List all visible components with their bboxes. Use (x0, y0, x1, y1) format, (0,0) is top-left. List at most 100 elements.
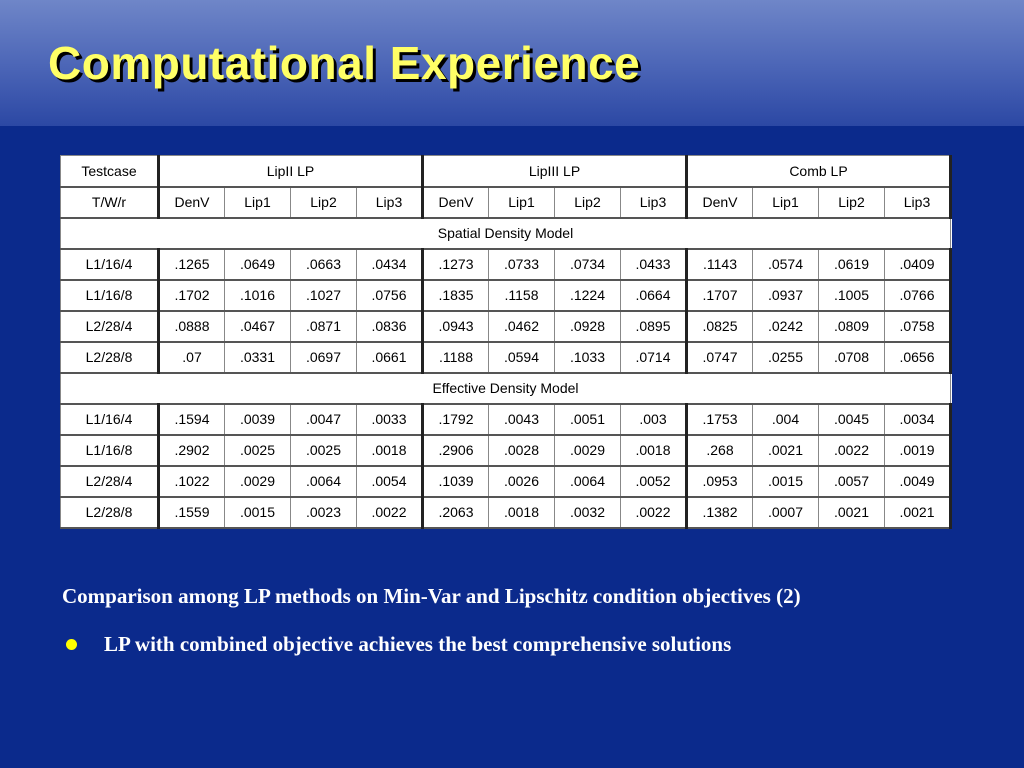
bullet-list: LP with combined objective achieves the … (62, 632, 731, 657)
value-cell: .0836 (356, 310, 424, 342)
column-header: Lip1 (752, 186, 819, 218)
value-cell: .0015 (224, 496, 291, 528)
column-header: Lip2 (818, 186, 885, 218)
value-cell: .1224 (554, 279, 621, 311)
column-header: Lip3 (356, 186, 424, 218)
value-cell: .0034 (884, 403, 952, 435)
value-cell: .0663 (290, 248, 357, 280)
column-header: DenV (158, 186, 225, 218)
value-cell: .0047 (290, 403, 357, 435)
value-cell: .0022 (356, 496, 424, 528)
row-label: L2/28/4 (60, 310, 160, 342)
group-header: LipIII LP (422, 155, 688, 187)
bullet: LP with combined objective achieves the … (62, 632, 731, 657)
value-cell: .07 (158, 341, 225, 373)
value-cell: .0019 (884, 434, 952, 466)
value-cell: .2063 (422, 496, 489, 528)
value-cell: .0766 (884, 279, 952, 311)
value-cell: .0434 (356, 248, 424, 280)
column-header: Lip3 (620, 186, 688, 218)
value-cell: .0649 (224, 248, 291, 280)
value-cell: .0708 (818, 341, 885, 373)
value-cell: .0021 (752, 434, 819, 466)
row-label: L1/16/8 (60, 434, 160, 466)
slide-title: Computational Experience (48, 37, 641, 89)
data-row: L2/28/4.1022.0029.0064.0054.1039.0026.00… (60, 465, 952, 497)
section-title: Effective Density Model (60, 372, 951, 404)
column-header: Lip1 (224, 186, 291, 218)
column-header: DenV (422, 186, 489, 218)
column-header: Lip2 (290, 186, 357, 218)
value-cell: .0871 (290, 310, 357, 342)
value-cell: .0462 (488, 310, 555, 342)
value-cell: .0043 (488, 403, 555, 435)
value-cell: .1559 (158, 496, 225, 528)
header-row: Testcase LipII LP LipIII LP Comb LP (60, 155, 952, 187)
data-row: L2/28/4.0888.0467.0871.0836.0943.0462.09… (60, 310, 952, 342)
value-cell: .0064 (554, 465, 621, 497)
value-cell: .0574 (752, 248, 819, 280)
value-cell: .0057 (818, 465, 885, 497)
value-cell: .0733 (488, 248, 555, 280)
value-cell: .1039 (422, 465, 489, 497)
value-cell: .1835 (422, 279, 489, 311)
column-header: Lip3 (884, 186, 952, 218)
bullet-text: LP with combined objective achieves the … (104, 632, 732, 656)
value-cell: .1027 (290, 279, 357, 311)
value-cell: .1265 (158, 248, 225, 280)
value-cell: .0018 (488, 496, 555, 528)
row-label: L1/16/8 (60, 279, 160, 311)
value-cell: .0656 (884, 341, 952, 373)
row-label: L2/28/4 (60, 465, 160, 497)
value-cell: .0758 (884, 310, 952, 342)
value-cell: .0756 (356, 279, 424, 311)
value-cell: .0015 (752, 465, 819, 497)
value-cell: .1707 (686, 279, 753, 311)
value-cell: .1143 (686, 248, 753, 280)
data-row: L2/28/8.07.0331.0697.0661.1188.0594.1033… (60, 341, 952, 373)
value-cell: .0022 (818, 434, 885, 466)
value-cell: .0028 (488, 434, 555, 466)
value-cell: .0619 (818, 248, 885, 280)
column-header: Lip2 (554, 186, 621, 218)
value-cell: .1753 (686, 403, 753, 435)
value-cell: .0664 (620, 279, 688, 311)
value-cell: .2902 (158, 434, 225, 466)
value-cell: .1382 (686, 496, 753, 528)
row-label: L2/28/8 (60, 341, 160, 373)
value-cell: .1792 (422, 403, 489, 435)
value-cell: .0007 (752, 496, 819, 528)
title-band (0, 0, 1024, 126)
value-cell: .0021 (884, 496, 952, 528)
value-cell: .0025 (224, 434, 291, 466)
section-row: Effective Density Model (60, 372, 951, 404)
value-cell: .1273 (422, 248, 489, 280)
value-cell: .0022 (620, 496, 688, 528)
results-table: Testcase LipII LP LipIII LP Comb LP T/W/r Den… (60, 155, 952, 529)
column-header: Lip1 (488, 186, 555, 218)
bullet-dot (66, 639, 77, 650)
value-cell: .004 (752, 403, 819, 435)
value-cell: .0825 (686, 310, 753, 342)
value-cell: .0049 (884, 465, 952, 497)
row-header: T/W/r (60, 186, 160, 218)
value-cell: .0409 (884, 248, 952, 280)
value-cell: .0953 (686, 465, 753, 497)
section-title: Spatial Density Model (60, 217, 951, 249)
value-cell: .0242 (752, 310, 819, 342)
value-cell: .0029 (224, 465, 291, 497)
value-cell: .0895 (620, 310, 688, 342)
column-row: T/W/r DenV Lip1 Lip2 Lip3 DenV Lip1 Lip2 Lip3 Den… (60, 186, 952, 218)
value-cell: .1005 (818, 279, 885, 311)
value-cell: .0433 (620, 248, 688, 280)
value-cell: .0888 (158, 310, 225, 342)
value-cell: .1188 (422, 341, 489, 373)
corner-cell: Testcase (60, 155, 160, 187)
value-cell: .1033 (554, 341, 621, 373)
value-cell: .0032 (554, 496, 621, 528)
value-cell: .1702 (158, 279, 225, 311)
value-cell: .0255 (752, 341, 819, 373)
group-header: Comb LP (686, 155, 952, 187)
row-label: L1/16/4 (60, 403, 160, 435)
row-label: L1/16/4 (60, 248, 160, 280)
